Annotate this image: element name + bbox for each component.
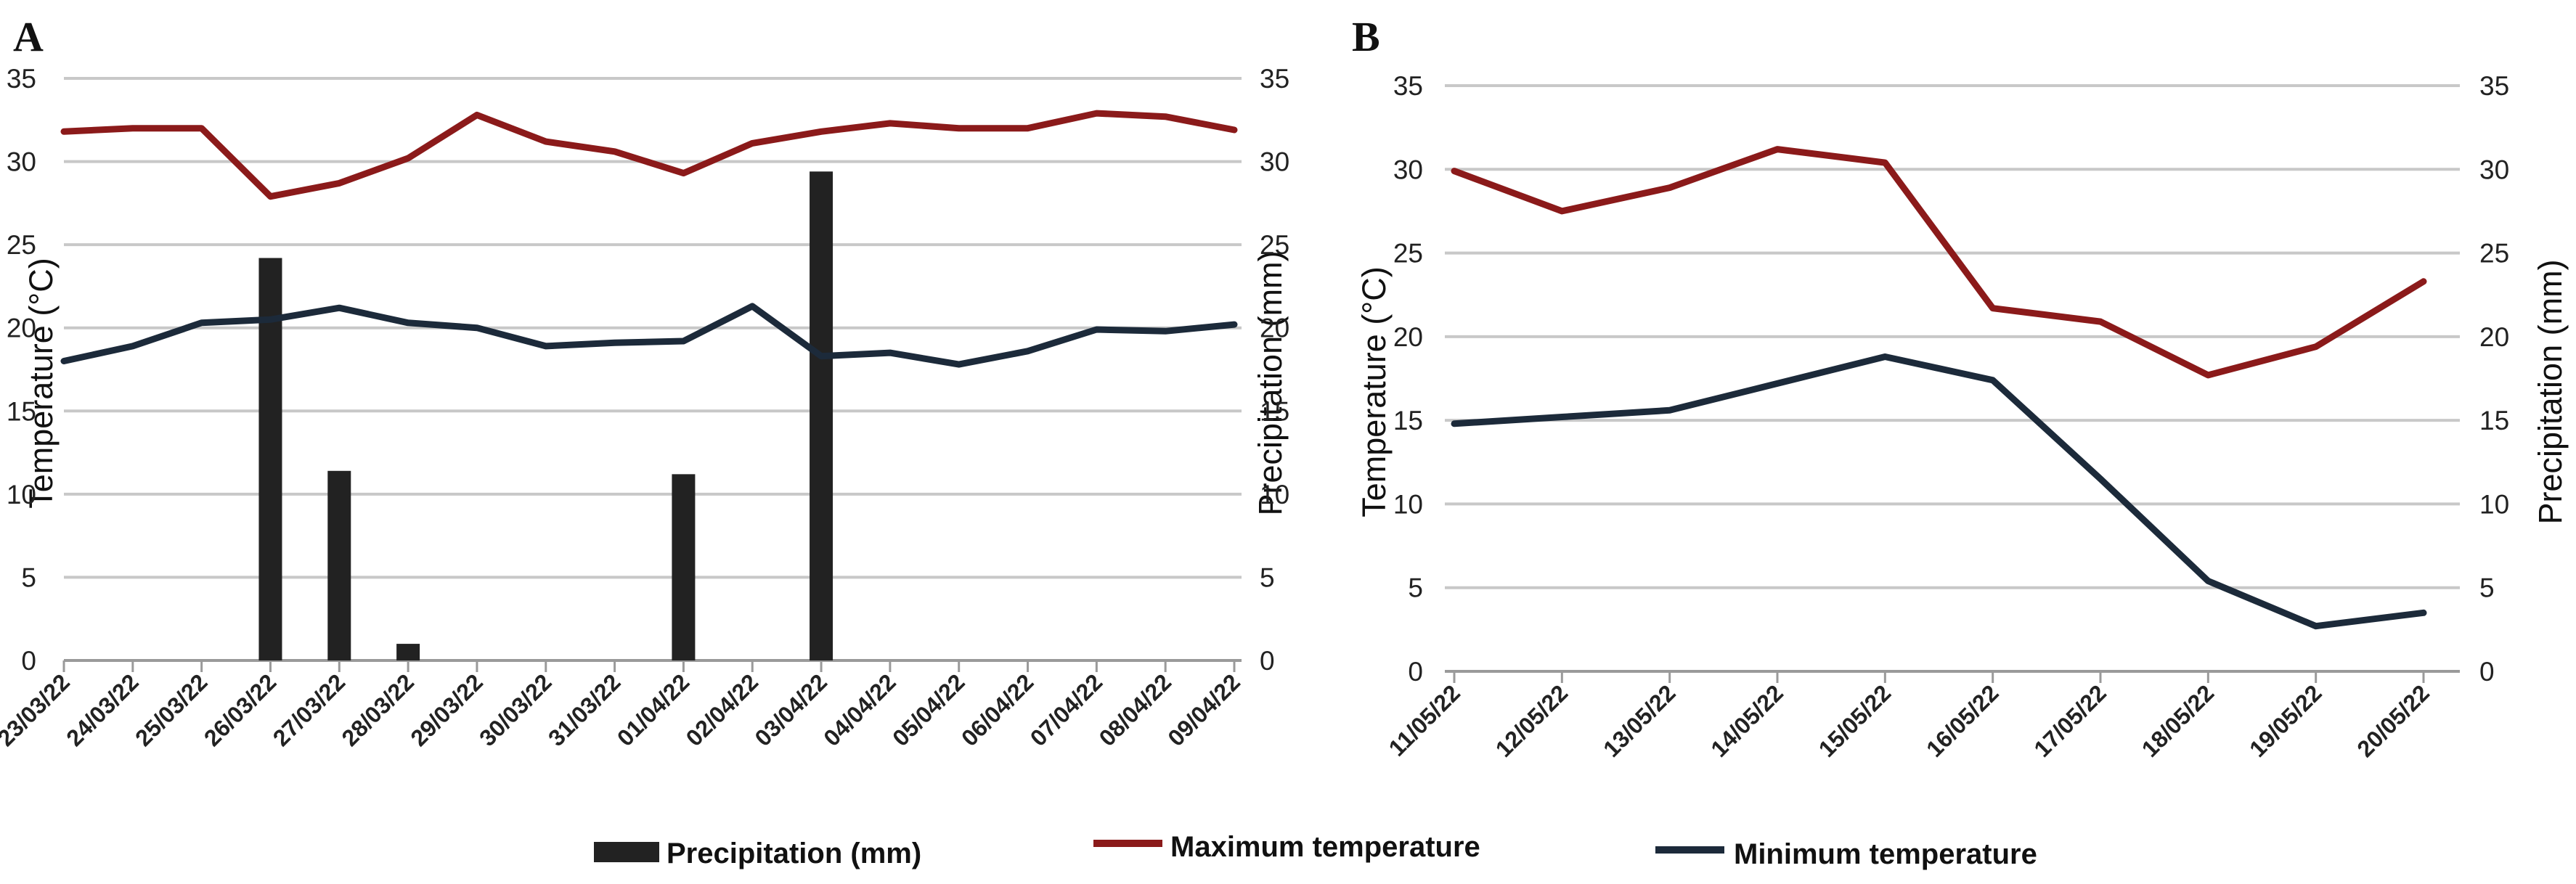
min-temp-line	[60, 303, 1238, 368]
y-tick-label: 0	[21, 646, 36, 676]
panel-a-y2-ticks: 0 5 10 15 20 25 30 35	[1260, 64, 1289, 676]
panel-b-y-axis-title: Temperature (°C)	[1356, 266, 1393, 517]
x-tick-label: 12/05/22	[1491, 679, 1573, 762]
y2-tick-label: 25	[1260, 230, 1289, 260]
precip-bar	[258, 258, 282, 661]
y2-tick-label: 15	[2479, 406, 2509, 435]
panel-b-y2-ticks: 0 5 10 15 20 25 30 35	[2479, 71, 2509, 687]
x-tick-label: 17/05/22	[2029, 679, 2111, 762]
x-tick-label: 08/04/22	[1094, 668, 1177, 751]
panel-a-y-ticks: 0 5 10 15 20 25 30 35	[7, 64, 36, 676]
legend-precip-label: Precipitation (mm)	[667, 838, 921, 869]
y-tick-label: 15	[1393, 406, 1423, 435]
legend-min-label: Minimum temperature	[1734, 838, 2037, 870]
y2-tick-label: 20	[1260, 314, 1289, 343]
y-tick-label: 5	[1408, 573, 1423, 603]
x-tick-label: 27/03/22	[268, 668, 351, 751]
max-temp-line	[60, 110, 1238, 200]
y2-tick-label: 30	[1260, 147, 1289, 177]
x-tick-label: 05/04/22	[887, 668, 970, 751]
panel-a-lines	[60, 110, 1238, 368]
x-tick-label: 20/05/22	[2352, 679, 2434, 762]
y2-tick-label: 15	[1260, 396, 1289, 426]
x-tick-label: 18/05/22	[2137, 679, 2220, 762]
y-tick-label: 25	[1393, 239, 1423, 269]
y-tick-label: 35	[1393, 71, 1423, 101]
panel-a-label: A	[13, 13, 44, 60]
panel-b-y-ticks: 0 5 10 15 20 25 30 35	[1393, 71, 1423, 687]
panel-b: B Temperature (°C) Precipitation (mm) 0 5…	[1352, 13, 2569, 762]
y-tick-label: 20	[7, 314, 36, 343]
y-tick-label: 25	[7, 230, 36, 260]
x-tick-label: 06/04/22	[956, 668, 1039, 751]
x-tick-label: 23/03/22	[0, 668, 75, 751]
x-tick-label: 25/03/22	[130, 668, 213, 751]
x-tick-label: 04/04/22	[818, 668, 901, 751]
precip-bar	[396, 644, 420, 660]
y-tick-label: 10	[7, 480, 36, 509]
y-tick-label: 10	[1393, 489, 1423, 519]
legend-precip-swatch	[594, 842, 659, 862]
x-tick-label: 02/04/22	[681, 668, 764, 751]
x-tick-label: 09/04/22	[1162, 668, 1245, 751]
y2-tick-label: 5	[2479, 573, 2495, 603]
y2-tick-label: 25	[2479, 239, 2509, 269]
x-tick-label: 28/03/22	[337, 668, 420, 751]
panel-a-x-ticks: 23/03/2224/03/2225/03/2226/03/2227/03/22…	[0, 660, 1245, 751]
y2-tick-label: 0	[1260, 646, 1275, 676]
x-tick-label: 30/03/22	[474, 668, 557, 751]
panel-b-lines	[1451, 146, 2427, 630]
x-tick-label: 16/05/22	[1921, 679, 2004, 762]
panel-b-y2-axis-title: Precipitation (mm)	[2532, 259, 2569, 524]
y2-tick-label: 10	[1260, 480, 1289, 509]
y-tick-label: 20	[1393, 322, 1423, 352]
legend: Precipitation (mm) Maximum temperature M…	[594, 831, 2037, 870]
x-tick-label: 24/03/22	[61, 668, 144, 751]
legend-max-swatch	[1093, 840, 1162, 847]
x-tick-label: 26/03/22	[199, 668, 282, 751]
panel-a: A Temperature (°C) Precipitation (mm) 05…	[0, 13, 1289, 751]
min-temp-line	[1451, 353, 2427, 630]
y-tick-label: 5	[21, 562, 36, 592]
y-tick-label: 30	[1393, 155, 1423, 184]
legend-min-swatch	[1655, 846, 1724, 854]
panel-a-y2-axis-title: Precipitation (mm)	[1252, 250, 1289, 515]
x-tick-label: 07/04/22	[1025, 668, 1108, 751]
precip-bar	[327, 470, 351, 660]
y-tick-label: 0	[1408, 657, 1423, 687]
x-tick-label: 11/05/22	[1384, 679, 1465, 761]
x-tick-label: 19/05/22	[2244, 679, 2327, 762]
x-tick-label: 14/05/22	[1705, 679, 1788, 762]
y-tick-label: 15	[7, 396, 36, 426]
y2-tick-label: 35	[1260, 64, 1289, 94]
y2-tick-label: 20	[2479, 322, 2509, 352]
y2-tick-label: 0	[2479, 657, 2495, 687]
x-tick-label: 31/03/22	[543, 668, 626, 751]
panel-a-y-axis-title: Temperature (°C)	[23, 258, 60, 509]
y-tick-label: 35	[7, 64, 36, 94]
panel-b-x-ticks: 11/05/22 12/05/22 13/05/22 14/05/22 15/05/22…	[1384, 671, 2434, 762]
precip-bar	[810, 171, 833, 660]
y-tick-label: 30	[7, 147, 36, 177]
panel-a-precip-bars	[258, 171, 833, 661]
max-temp-line	[1451, 146, 2427, 379]
x-tick-label: 01/04/22	[612, 668, 695, 751]
precip-bar	[672, 474, 696, 660]
x-tick-label: 15/05/22	[1814, 679, 1896, 762]
y2-tick-label: 35	[2479, 71, 2509, 101]
x-tick-label: 13/05/22	[1598, 679, 1681, 762]
legend-max-label: Maximum temperature	[1170, 831, 1480, 863]
y2-tick-label: 30	[2479, 155, 2509, 184]
y2-tick-label: 5	[1260, 562, 1275, 592]
panel-b-gridlines	[1445, 84, 2460, 673]
x-tick-label: 03/04/22	[749, 668, 832, 751]
y2-tick-label: 10	[2479, 489, 2509, 519]
x-tick-label: 29/03/22	[405, 668, 488, 751]
panel-b-label: B	[1352, 13, 1380, 60]
